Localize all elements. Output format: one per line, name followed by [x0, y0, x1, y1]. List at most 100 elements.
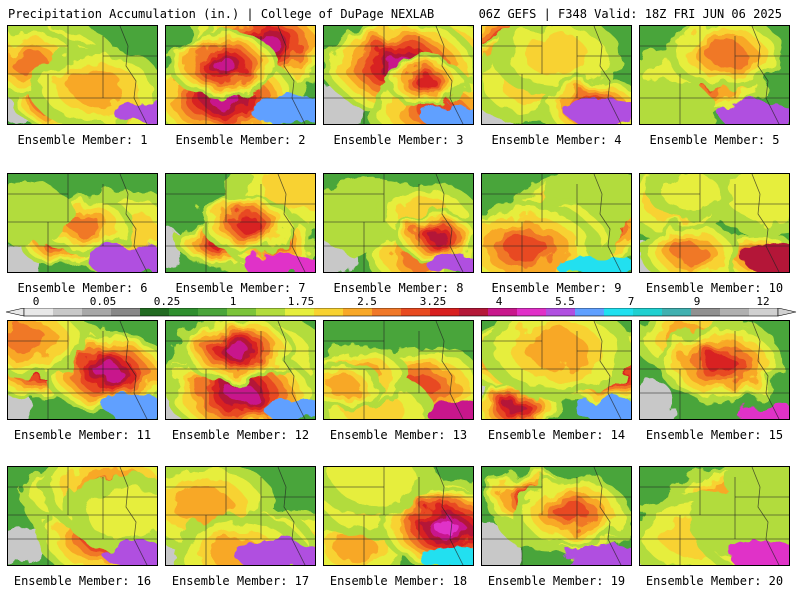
- legend-swatch: [691, 308, 721, 316]
- legend-swatch: [372, 308, 402, 316]
- ensemble-map: [323, 466, 474, 566]
- ensemble-map: [7, 320, 158, 420]
- legend-swatch: [24, 308, 54, 316]
- precip-field: [166, 26, 315, 124]
- legend-tick-label: 3.25: [419, 295, 447, 308]
- legend-swatch: [633, 308, 663, 316]
- member-caption: Ensemble Member: 10: [645, 281, 784, 295]
- ensemble-map: [165, 320, 316, 420]
- member-caption: Ensemble Member: 1: [17, 133, 148, 147]
- ensemble-map: [639, 25, 790, 125]
- member-caption: Ensemble Member: 4: [491, 133, 622, 147]
- member-caption: Ensemble Member: 2: [175, 133, 306, 147]
- legend-arrow-low: [5, 308, 25, 317]
- member-caption: Ensemble Member: 20: [645, 574, 784, 588]
- precip-field: [324, 174, 473, 272]
- member-caption: Ensemble Member: 8: [333, 281, 464, 295]
- legend-tick-label: 7: [627, 295, 635, 308]
- precip-field: [8, 467, 157, 565]
- legend-swatch: [575, 308, 605, 316]
- member-caption: Ensemble Member: 17: [171, 574, 310, 588]
- legend-swatch: [343, 308, 373, 316]
- legend-swatch: [53, 308, 83, 316]
- member-caption: Ensemble Member: 9: [491, 281, 622, 295]
- legend-tick-label: 4: [495, 295, 503, 308]
- ensemble-map: [639, 466, 790, 566]
- legend-swatch: [517, 308, 547, 316]
- ensemble-map: [7, 173, 158, 273]
- legend-swatch: [198, 308, 228, 316]
- member-caption: Ensemble Member: 19: [487, 574, 626, 588]
- member-caption: Ensemble Member: 7: [175, 281, 306, 295]
- legend-swatch: [82, 308, 112, 316]
- precip-field: [166, 321, 315, 419]
- chart-title: Precipitation Accumulation (in.) | Colle…: [8, 7, 435, 21]
- legend-tick-label: 1: [229, 295, 237, 308]
- legend-tick-label: 0.25: [153, 295, 181, 308]
- precip-field: [640, 26, 789, 124]
- precip-field: [324, 321, 473, 419]
- ensemble-map: [481, 25, 632, 125]
- legend-swatch: [314, 308, 344, 316]
- legend-tick-label: 12: [756, 295, 770, 308]
- precip-field: [166, 174, 315, 272]
- color-legend: 0 0.05 0.25 1 1.75 2.5 3.25 4 5.5 7 9 12: [0, 296, 800, 318]
- precip-field: [482, 26, 631, 124]
- ensemble-map: [639, 173, 790, 273]
- ensemble-map: [165, 173, 316, 273]
- precip-field: [8, 174, 157, 272]
- ensemble-map: [323, 320, 474, 420]
- legend-swatch: [227, 308, 257, 316]
- precip-field: [482, 321, 631, 419]
- legend-swatch: [401, 308, 431, 316]
- ensemble-map: [481, 466, 632, 566]
- precip-field: [8, 321, 157, 419]
- member-caption: Ensemble Member: 11: [13, 428, 152, 442]
- legend-swatch: [720, 308, 750, 316]
- legend-swatch: [459, 308, 489, 316]
- legend-swatch: [488, 308, 518, 316]
- ensemble-map: [323, 173, 474, 273]
- precip-field: [324, 26, 473, 124]
- legend-tick-label: 5.5: [555, 295, 575, 308]
- precip-field: [640, 467, 789, 565]
- precip-field: [640, 174, 789, 272]
- legend-tick-label: 1.75: [287, 295, 315, 308]
- member-caption: Ensemble Member: 12: [171, 428, 310, 442]
- precip-field: [482, 174, 631, 272]
- precip-field: [324, 467, 473, 565]
- legend-swatch: [430, 308, 460, 316]
- legend-swatch: [604, 308, 634, 316]
- member-caption: Ensemble Member: 15: [645, 428, 784, 442]
- valid-time: 06Z GEFS | F348 Valid: 18Z FRI JUN 06 20…: [478, 7, 782, 21]
- precip-field: [482, 467, 631, 565]
- ensemble-map: [481, 320, 632, 420]
- legend-swatch: [169, 308, 199, 316]
- legend-swatch: [546, 308, 576, 316]
- legend-tick-label: 0.05: [89, 295, 117, 308]
- legend-tick-label: 9: [693, 295, 701, 308]
- member-caption: Ensemble Member: 5: [649, 133, 780, 147]
- precip-field: [8, 26, 157, 124]
- legend-arrow-high: [777, 308, 797, 317]
- member-caption: Ensemble Member: 3: [333, 133, 464, 147]
- legend-swatch: [111, 308, 141, 316]
- ensemble-map: [323, 25, 474, 125]
- ensemble-map: [165, 25, 316, 125]
- legend-swatch: [140, 308, 170, 316]
- legend-swatch: [256, 308, 286, 316]
- legend-tick-label: 0: [32, 295, 40, 308]
- member-caption: Ensemble Member: 13: [329, 428, 468, 442]
- member-caption: Ensemble Member: 14: [487, 428, 626, 442]
- legend-tick-label: 2.5: [357, 295, 377, 308]
- member-caption: Ensemble Member: 18: [329, 574, 468, 588]
- legend-swatch: [662, 308, 692, 316]
- ensemble-map: [7, 25, 158, 125]
- legend-swatch: [285, 308, 315, 316]
- precip-field: [166, 467, 315, 565]
- ensemble-map: [481, 173, 632, 273]
- member-caption: Ensemble Member: 16: [13, 574, 152, 588]
- precip-field: [640, 321, 789, 419]
- ensemble-map: [7, 466, 158, 566]
- member-caption: Ensemble Member: 6: [17, 281, 148, 295]
